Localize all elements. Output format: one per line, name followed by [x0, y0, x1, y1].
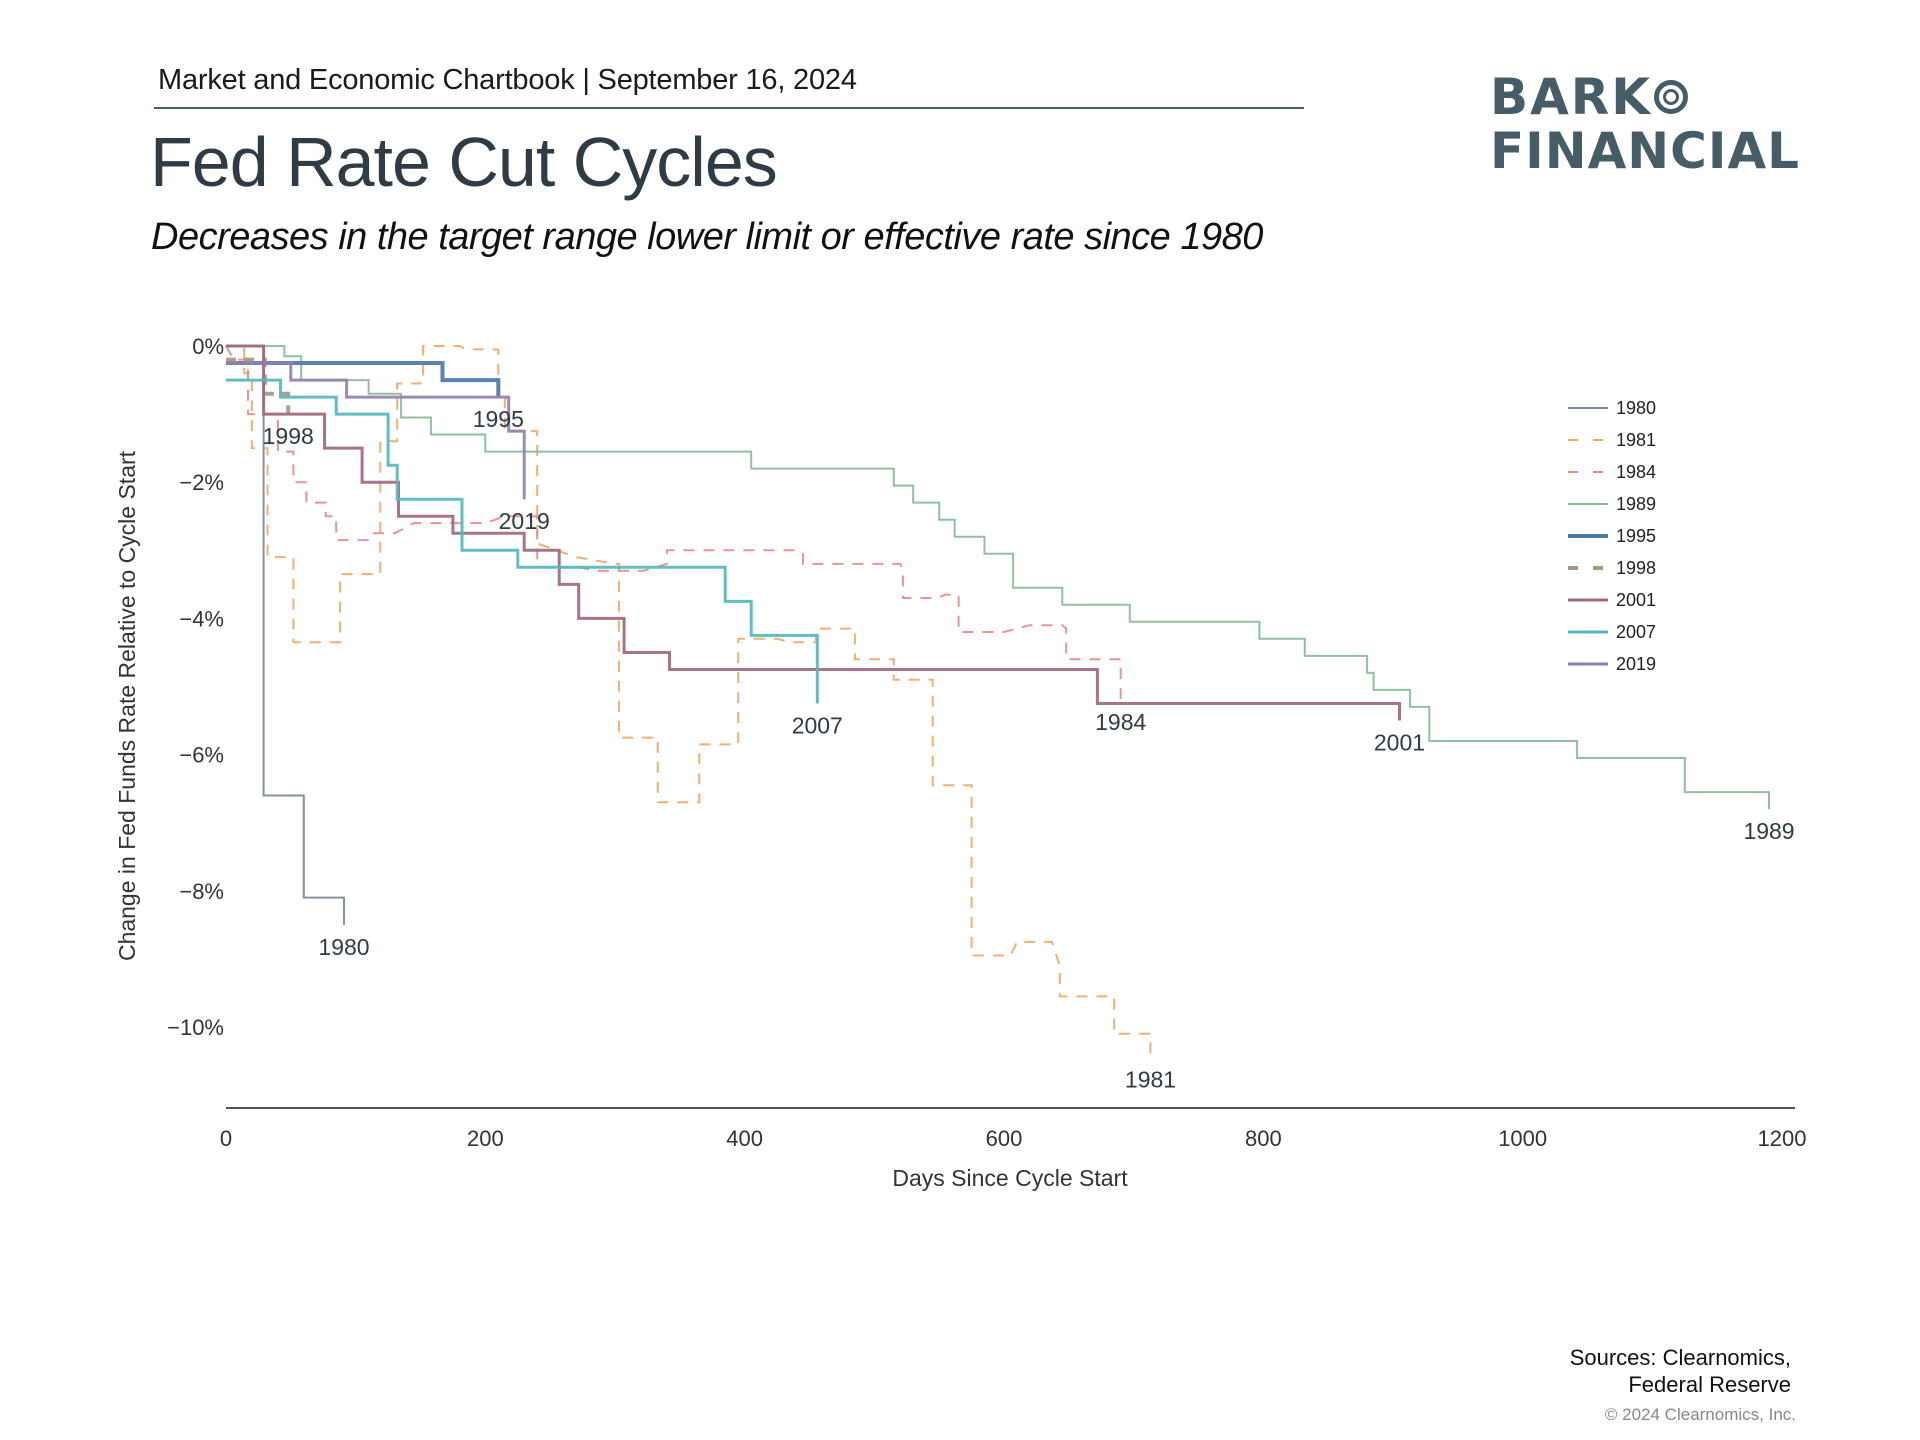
logo-text-line1: BARK: [1490, 68, 1653, 126]
series-layer: [225, 344, 1770, 1058]
x-tick-label: 200: [467, 1126, 504, 1151]
legend-label-2007: 2007: [1616, 622, 1656, 642]
y-tick-label: −4%: [179, 606, 224, 631]
series-line-1989: [226, 345, 1770, 810]
sources-line-2: Federal Reserve: [1628, 1372, 1791, 1397]
barko-financial-logo: BARK FINANCIAL: [1490, 72, 1800, 176]
y-tick-label: −10%: [167, 1015, 224, 1040]
x-tick-label: 400: [726, 1126, 763, 1151]
axis-layer: 0 200 400 600 800 1000 1200 0% −2% −4% −6% −8% −10% D…: [114, 334, 1806, 1191]
series-line-2007: [226, 378, 819, 704]
end-label-2019: 2019: [499, 508, 550, 534]
x-tick-label: 600: [986, 1126, 1023, 1151]
legend-label-1995: 1995: [1616, 526, 1656, 546]
page-subtitle: Decreases in the target range lower limi…: [151, 216, 1263, 258]
end-label-layer: 1980 1981 1984 1989 1995 1998 2001 2007 2019: [263, 406, 1795, 1093]
series-line-1984: [225, 345, 1122, 701]
end-label-1981: 1981: [1125, 1067, 1176, 1093]
series-line-2019: [226, 361, 526, 500]
y-axis-title: Change in Fed Funds Rate Relative to Cyc…: [114, 450, 140, 961]
end-label-2001: 2001: [1374, 730, 1425, 756]
copyright-note: © 2024 Clearnomics, Inc.: [1604, 1405, 1796, 1424]
legend-label-1984: 1984: [1616, 462, 1656, 482]
logo-ring-icon: [1654, 80, 1689, 114]
end-label-2007: 2007: [792, 713, 843, 739]
legend-label-1989: 1989: [1616, 494, 1656, 514]
x-tick-label: 800: [1245, 1126, 1282, 1151]
x-tick-label: 1200: [1758, 1126, 1807, 1151]
header-divider: [154, 107, 1304, 109]
logo-text-line2: FINANCIAL: [1490, 122, 1801, 180]
page-title: Fed Rate Cut Cycles: [150, 123, 778, 201]
y-tick-label: 0%: [192, 334, 224, 359]
legend-label-1981: 1981: [1616, 430, 1656, 450]
end-label-1989: 1989: [1743, 818, 1794, 844]
y-tick-label: −8%: [179, 879, 224, 904]
sources-note: Sources: Clearnomics, Federal Reserve: [1570, 1344, 1791, 1398]
series-line-1998: [226, 357, 291, 415]
legend-label-1980: 1980: [1616, 398, 1656, 418]
x-tick-label: 1000: [1498, 1126, 1547, 1151]
legend-label-2019: 2019: [1616, 654, 1656, 674]
series-line-1995: [226, 361, 501, 398]
y-tick-label: −6%: [179, 743, 224, 768]
series-line-1981: [226, 345, 1152, 1058]
end-label-1984: 1984: [1095, 709, 1146, 735]
chartbook-header: Market and Economic Chartbook | Septembe…: [158, 64, 857, 96]
series-line-2001: [226, 344, 1401, 721]
sources-line-1: Sources: Clearnomics,: [1569, 1345, 1791, 1370]
x-tick-label: 0: [220, 1126, 232, 1151]
legend: 1980 1981 1984 1989 1995 1998 2001 2007 2019: [1568, 398, 1656, 674]
legend-label-1998: 1998: [1616, 558, 1656, 578]
end-label-1995: 1995: [473, 406, 524, 432]
legend-label-2001: 2001: [1616, 590, 1656, 610]
end-label-1980: 1980: [318, 934, 369, 960]
end-label-1998: 1998: [263, 423, 314, 449]
x-axis-title: Days Since Cycle Start: [892, 1165, 1128, 1191]
y-tick-label: −2%: [179, 470, 224, 495]
